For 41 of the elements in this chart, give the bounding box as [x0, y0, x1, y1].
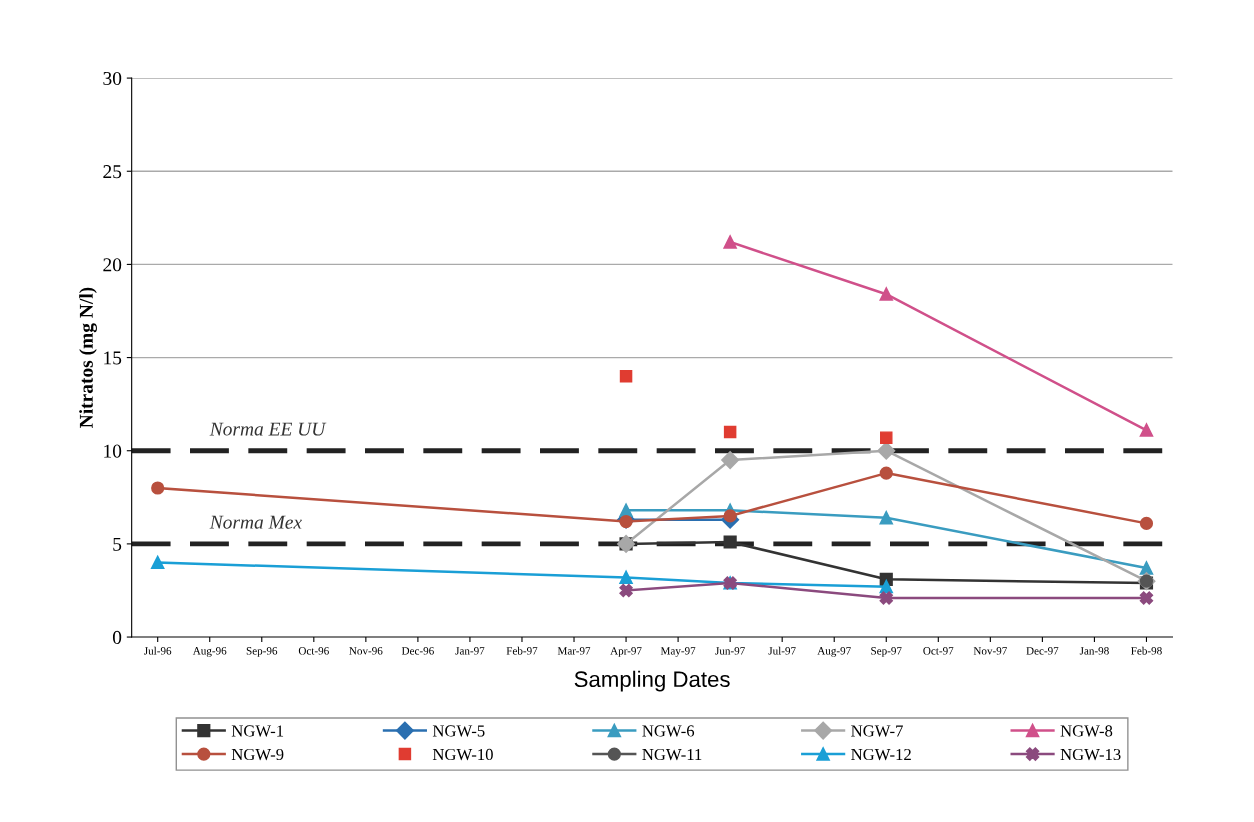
ref-line-label: Norma EE UU	[209, 422, 327, 436]
legend-label: NGW-13	[1060, 748, 1121, 761]
legend-label: NGW-5	[432, 725, 485, 737]
y-tick-label: 15	[104, 351, 122, 365]
x-tick-label: Dec-97	[1026, 647, 1059, 655]
x-tick-label: Feb-98	[1131, 646, 1162, 655]
legend-label: NGW-11	[642, 748, 702, 761]
legend-label: NGW-8	[1060, 725, 1113, 737]
x-tick-label: Oct-97	[923, 647, 954, 655]
x-tick-label: Dec-96	[401, 647, 434, 655]
x-tick-label: Aug-97	[817, 647, 851, 657]
x-tick-label: Mar-97	[557, 647, 591, 655]
y-tick-label: 30	[103, 71, 122, 86]
y-tick-label: 10	[104, 444, 122, 458]
legend-label: NGW-7	[851, 725, 903, 737]
x-tick-label: Feb-97	[506, 646, 538, 655]
x-tick-label: Sep-96	[246, 647, 278, 657]
y-tick-label: 0	[112, 630, 122, 644]
x-tick-label: Nov-97	[973, 647, 1007, 655]
x-tick-label: Nov-96	[349, 647, 383, 655]
legend-label: NGW-12	[851, 748, 911, 761]
x-tick-label: Jan-98	[1079, 647, 1109, 655]
y-axis-title: Nitratos (mg N/l)	[79, 287, 97, 428]
y-tick-label: 5	[113, 537, 122, 551]
legend-label: NGW-1	[231, 725, 284, 737]
x-tick-label: May-97	[660, 647, 696, 657]
x-tick-label: Jun-97	[715, 647, 745, 655]
x-tick-label: Jul-97	[768, 646, 796, 655]
x-axis-title: Sampling Dates	[574, 670, 730, 692]
ref-line-label: Norma Mex	[209, 515, 302, 529]
legend-label: NGW-6	[642, 725, 695, 737]
x-tick-label: Apr-97	[610, 647, 642, 657]
x-tick-label: Jul-96	[144, 646, 172, 655]
x-tick-label: Oct-96	[298, 647, 329, 655]
legend-label: NGW-9	[231, 748, 284, 761]
y-tick-label: 25	[103, 165, 122, 179]
y-tick-label: 20	[103, 258, 122, 272]
x-tick-label: Aug-96	[192, 647, 227, 657]
legend-label: NGW-10	[432, 748, 493, 761]
x-tick-label: Jan-97	[455, 647, 485, 655]
x-tick-label: Sep-97	[871, 647, 902, 657]
